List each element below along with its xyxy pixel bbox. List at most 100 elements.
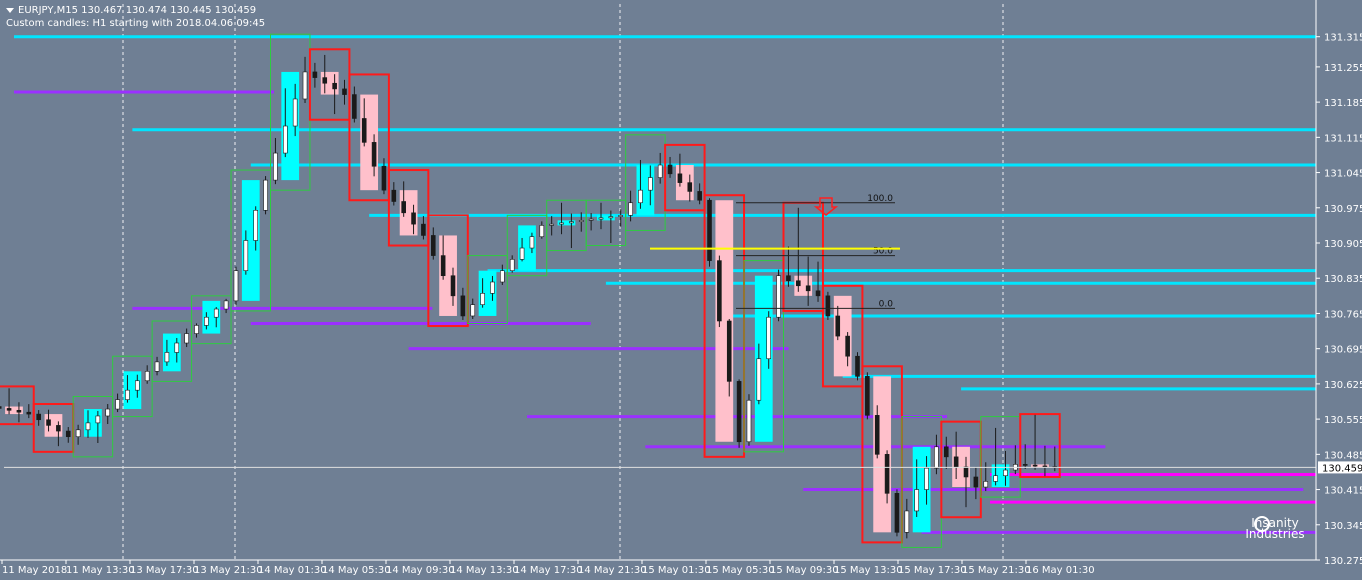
x-tick-label: 16 May 01:30 — [1026, 565, 1095, 576]
m15-body — [865, 376, 870, 416]
m15-body — [292, 98, 298, 127]
m15-body — [144, 371, 150, 382]
range-box — [467, 255, 508, 325]
m15-body — [273, 152, 278, 181]
m15-body — [1003, 469, 1008, 477]
range-box — [743, 260, 784, 453]
x-tick-label: 15 May 05:30 — [706, 565, 775, 576]
m15-body — [213, 308, 219, 318]
m15-body — [421, 223, 426, 236]
m15-body — [470, 304, 476, 317]
range-box — [230, 169, 272, 312]
y-tick-label: 130.695 — [1324, 345, 1362, 356]
m15-body — [736, 381, 742, 443]
fibonacci-retracement[interactable]: 100.0 50.0 0.0 — [650, 194, 900, 310]
m15-body — [194, 325, 199, 334]
m15-body — [934, 446, 939, 469]
current-price-label: 130.459 — [1322, 463, 1362, 474]
m15-body — [618, 215, 624, 217]
m15-body — [263, 179, 268, 211]
m15-body — [598, 217, 604, 220]
m15-body — [914, 489, 919, 512]
m15-body — [332, 82, 337, 90]
symbol-line[interactable]: EURJPY,M15 130.467 130.474 130.445 130.4… — [6, 4, 265, 17]
m15-body — [904, 510, 910, 533]
chart-info: EURJPY,M15 130.467 130.474 130.445 130.4… — [6, 4, 265, 30]
m15-body — [1022, 464, 1028, 466]
m15-body — [697, 191, 702, 201]
m15-body — [835, 315, 841, 337]
m15-body — [874, 415, 880, 455]
m15-body — [6, 408, 12, 411]
y-tick-label: 130.555 — [1324, 415, 1362, 426]
m15-body — [845, 335, 850, 357]
candles — [0, 54, 1058, 539]
y-tick-label: 131.185 — [1324, 98, 1362, 109]
y-tick-label: 130.765 — [1324, 309, 1362, 320]
m15-body — [75, 429, 81, 438]
m15-body — [993, 475, 998, 482]
m15-body — [85, 422, 91, 431]
m15-body — [0, 406, 2, 409]
y-tick-label: 130.415 — [1324, 486, 1362, 497]
x-tick-label: 13 May 21:30 — [194, 565, 263, 576]
m15-body — [628, 202, 633, 216]
range-box — [1019, 413, 1061, 478]
m15-body — [786, 275, 791, 282]
m15-body — [638, 189, 643, 204]
m15-body — [756, 358, 762, 401]
m15-body — [855, 355, 860, 377]
range-box — [191, 295, 232, 345]
range-box — [348, 73, 390, 202]
m15-body — [973, 476, 979, 488]
m15-body — [381, 165, 387, 191]
m15-body — [924, 467, 929, 490]
brand-logo: Insanity Industries — [1244, 516, 1306, 546]
fib-level-label: 0.0 — [879, 299, 894, 309]
logo-line2: Industries — [1245, 527, 1305, 541]
m15-body — [717, 260, 722, 322]
y-tick-label: 131.115 — [1324, 133, 1362, 144]
y-tick-label: 130.275 — [1324, 556, 1362, 567]
m15-body — [559, 222, 564, 225]
m15-body — [223, 300, 229, 310]
m15-body — [894, 493, 900, 533]
x-tick-label: 15 May 17:30 — [898, 565, 967, 576]
m15-body — [746, 399, 752, 443]
m15-body — [95, 415, 101, 424]
range-boxes — [0, 33, 1061, 548]
m15-body — [648, 177, 653, 191]
fib-level-label: 50.0 — [873, 247, 893, 257]
m15-body — [361, 118, 367, 143]
m15-body — [815, 290, 821, 297]
y-tick-label: 131.255 — [1324, 63, 1362, 74]
m15-body — [184, 333, 189, 344]
x-tick-label: 15 May 09:30 — [770, 565, 839, 576]
fib-level-label: 100.0 — [867, 194, 893, 204]
indicator-line: Custom candles: H1 starting with 2018.04… — [6, 18, 266, 29]
y-tick-label: 130.975 — [1324, 204, 1362, 215]
x-tick-label: 15 May 13:30 — [834, 565, 903, 576]
m15-body — [56, 425, 61, 432]
y-tick-label: 131.315 — [1324, 33, 1362, 44]
range-box — [821, 284, 864, 388]
m15-body — [164, 352, 170, 363]
m15-body — [953, 456, 959, 468]
range-box — [112, 355, 153, 418]
m15-body — [243, 240, 249, 271]
m15-body — [322, 77, 328, 84]
m15-body — [677, 173, 683, 183]
m15-body — [943, 446, 949, 458]
m15-body — [1032, 464, 1038, 467]
m15-body — [825, 295, 831, 317]
y-tick-label: 130.625 — [1324, 380, 1362, 391]
m15-body — [519, 247, 525, 260]
m15-body — [430, 235, 436, 256]
m15-body — [884, 454, 890, 494]
h1-candle-body — [5, 406, 23, 415]
y-tick-label: 130.485 — [1324, 450, 1362, 461]
m15-body — [608, 216, 614, 219]
chart-menu-icon[interactable] — [6, 7, 14, 13]
